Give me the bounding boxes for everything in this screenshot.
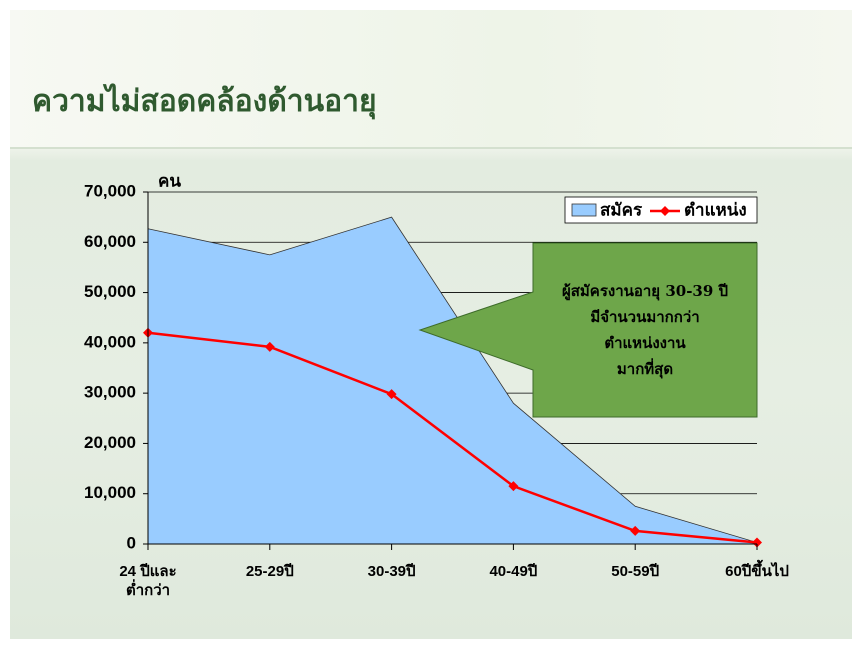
slide-title: ความไม่สอดคล้องด้านอายุ <box>32 84 377 119</box>
x-tick-label: 25-29ปี <box>245 563 294 580</box>
legend-label: สมัคร <box>600 200 643 219</box>
annotation-line: มากที่สุด <box>616 360 674 378</box>
annotation-line: ตำแหน่งงาน <box>604 334 686 352</box>
callout <box>418 242 758 418</box>
annotation-line: มีจำนวนมากกว่า <box>590 308 700 326</box>
x-tick-label: 24 ปีและ ต่ำกว่า <box>119 563 177 599</box>
marker <box>264 341 275 352</box>
legend-label: ตำแหน่ง <box>684 200 747 219</box>
x-tick-label: 60ปีขึ้นไป <box>725 563 789 580</box>
y-tick-label: 40,000 <box>84 332 136 351</box>
marker <box>752 537 762 548</box>
x-tick-label: 40-49ปี <box>489 563 538 580</box>
title-band <box>10 10 852 149</box>
y-tick-label: 20,000 <box>84 433 136 452</box>
legend-swatch <box>660 206 670 216</box>
x-tick-label: 50-59ปี <box>611 563 660 580</box>
y-tick-label: 30,000 <box>84 383 136 402</box>
y-tick-label: 70,000 <box>84 181 136 200</box>
y-tick-label: 0 <box>127 533 136 552</box>
y-tick-label: 50,000 <box>84 282 136 301</box>
marker <box>508 481 519 492</box>
annotation: ผู้สมัครงานอายุ 30-39 ปีมีจำนวนมากกว่าตำ… <box>533 243 757 417</box>
y-tick-label: 10,000 <box>84 483 136 502</box>
marker <box>630 525 641 536</box>
y-axis-label: คน <box>158 171 181 190</box>
y-tick-label: 60,000 <box>84 232 136 251</box>
marker <box>386 389 397 400</box>
line <box>147 331 758 544</box>
annotation-line: ผู้สมัครงานอายุ 30-39 ปี <box>561 282 729 300</box>
x-tick-label: 30-39ปี <box>367 563 416 580</box>
legend-swatch <box>571 203 597 217</box>
